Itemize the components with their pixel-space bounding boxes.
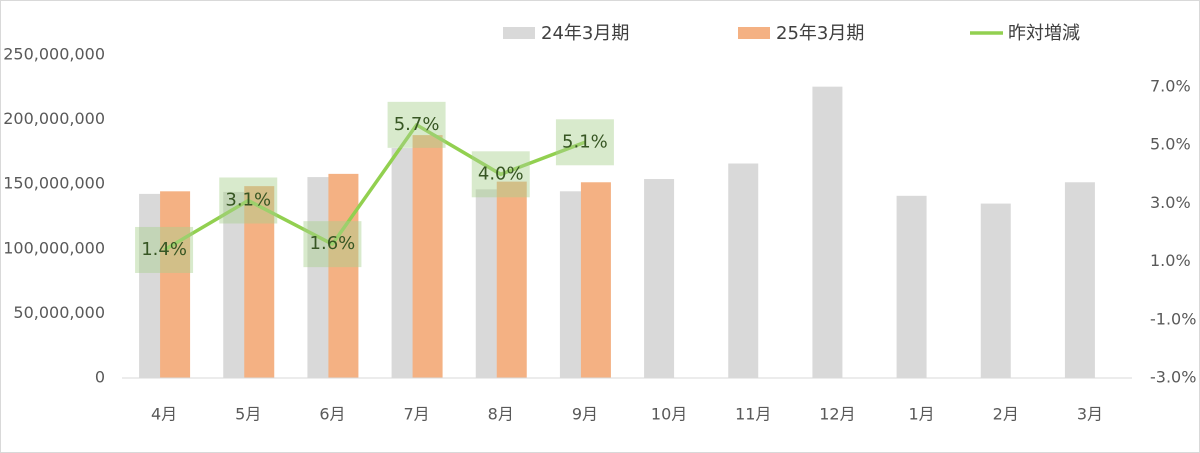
data-label: 1.6% bbox=[310, 233, 356, 254]
y2-tick-label: -3.0% bbox=[1150, 368, 1196, 387]
bar bbox=[244, 186, 275, 378]
legend-label: 昨対増減 bbox=[1008, 23, 1080, 44]
data-label: 1.4% bbox=[141, 239, 187, 260]
bar bbox=[496, 181, 527, 378]
x-tick-label: 6月 bbox=[319, 405, 345, 424]
x-tick-label: 7月 bbox=[403, 405, 429, 424]
x-tick-label: 9月 bbox=[572, 405, 598, 424]
y-tick-label: 100,000,000 bbox=[3, 238, 105, 257]
bar bbox=[580, 182, 611, 378]
data-label: 5.1% bbox=[562, 131, 608, 152]
bar bbox=[896, 195, 927, 378]
bar bbox=[1064, 182, 1095, 378]
bar bbox=[160, 191, 191, 378]
x-tick-label: 1月 bbox=[908, 405, 934, 424]
bar bbox=[812, 86, 843, 379]
y-tick-label: 200,000,000 bbox=[3, 109, 105, 128]
bar bbox=[328, 173, 359, 378]
legend-swatch bbox=[503, 27, 535, 39]
data-label-box bbox=[135, 226, 194, 273]
y-tick-label: 150,000,000 bbox=[3, 174, 105, 193]
x-tick-label: 8月 bbox=[488, 405, 514, 424]
x-tick-label: 4月 bbox=[151, 405, 177, 424]
x-tick-label: 10月 bbox=[651, 405, 687, 424]
y2-tick-label: 1.0% bbox=[1150, 251, 1191, 270]
data-label: 5.7% bbox=[394, 114, 440, 135]
bar bbox=[728, 163, 759, 378]
bar bbox=[412, 135, 443, 378]
x-tick-label: 2月 bbox=[993, 405, 1019, 424]
x-tick-label: 3月 bbox=[1077, 405, 1103, 424]
data-label-box bbox=[219, 177, 278, 224]
legend-swatch bbox=[738, 27, 770, 39]
y2-tick-label: -1.0% bbox=[1150, 309, 1196, 328]
y2-tick-label: 5.0% bbox=[1150, 135, 1191, 154]
data-label-box bbox=[387, 101, 446, 148]
data-label-box bbox=[555, 119, 614, 166]
x-tick-label: 5月 bbox=[235, 405, 261, 424]
bar bbox=[644, 179, 675, 378]
y-tick-label: 0 bbox=[95, 368, 105, 387]
line bbox=[163, 123, 586, 252]
legend-label: 24年3月期 bbox=[541, 23, 629, 44]
bar bbox=[980, 203, 1011, 378]
x-tick-label: 12月 bbox=[819, 405, 855, 424]
y2-tick-label: 7.0% bbox=[1150, 77, 1191, 96]
x-tick-label: 11月 bbox=[735, 405, 771, 424]
legend-label: 25年3月期 bbox=[776, 23, 864, 44]
data-label: 4.0% bbox=[478, 163, 524, 184]
data-label: 3.1% bbox=[225, 189, 271, 210]
y-tick-label: 250,000,000 bbox=[3, 45, 105, 64]
y2-tick-label: 3.0% bbox=[1150, 193, 1191, 212]
y-tick-label: 50,000,000 bbox=[13, 303, 105, 322]
data-label-box bbox=[303, 221, 362, 268]
data-label-box bbox=[471, 151, 530, 198]
